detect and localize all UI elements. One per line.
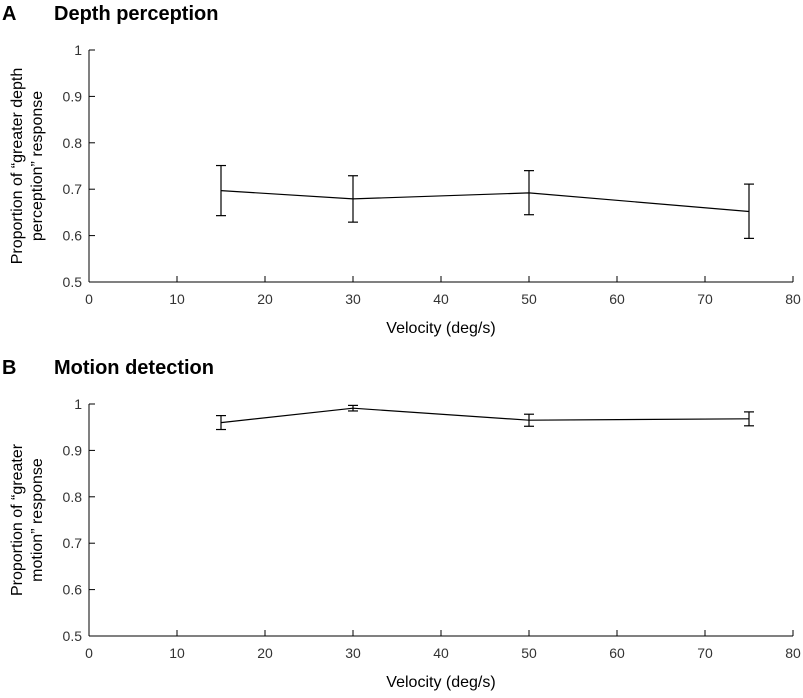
panel-a-x-tick-label: 20 [257,291,273,307]
panel-a-y-tick-label: 0.9 [63,88,83,104]
panel-a-x-tick-label: 30 [345,291,361,307]
panel-b-title: Motion detection [54,357,214,379]
panel-b-y-tick-label: 0.9 [63,442,83,458]
panel-a-title: Depth perception [54,3,218,25]
panel-b-series-line [220,407,750,424]
panel-a-x-tick-label: 70 [697,291,713,307]
panel-a-x-axis-label: Velocity (deg/s) [386,320,495,337]
panel-a-x-tick-label: 40 [433,291,449,307]
panel-b-x-tick-label: 50 [521,645,537,661]
panel-a-x-tick-label: 50 [521,291,537,307]
panel-b-x-tick-label: 0 [85,645,93,661]
panel-a-y-tick-label: 0.8 [63,135,83,151]
panel-b-y-tick-label: 0.8 [63,489,83,505]
panel-b-x-tick-label: 80 [785,645,801,661]
panel-b-y-tick-label: 0.5 [63,628,83,644]
panel-b-y-tick-label: 0.7 [63,535,83,551]
panel-b-y-tick-label: 0.6 [63,582,83,598]
panel-a-x-tick-label: 10 [169,291,185,307]
panel-b-x-tick-label: 10 [169,645,185,661]
panel-a-letter: A [2,3,16,25]
panel-a-y-axis-label-line-1: Proportion of “greater depth [9,68,26,265]
panel-a-x-tick-label: 80 [785,291,801,307]
panel-b-y-tick-label: 1 [74,396,82,412]
panel-a-y-tick-label: 0.7 [63,181,83,197]
panel-a-x-tick-label: 60 [609,291,625,307]
panel-b-x-tick-label: 70 [697,645,713,661]
panel-b-x-axis-label: Velocity (deg/s) [386,674,495,691]
panel-b-x-tick-label: 20 [257,645,273,661]
panel-b-y-axis-label-line-1: Proportion of “greater [9,443,26,596]
panel-a-y-axis-label-line-2: perception” response [29,91,46,241]
panel-a-y-tick-label: 0.5 [63,274,83,290]
panel-a-series-line [220,190,750,213]
panel-b-letter: B [2,357,16,379]
panel-b-x-tick-label: 30 [345,645,361,661]
panel-b-x-tick-label: 60 [609,645,625,661]
panel-a-y-tick-label: 1 [74,42,82,58]
panel-a-x-tick-label: 0 [85,291,93,307]
panel-b-x-tick-label: 40 [433,645,449,661]
panel-a-y-tick-label: 0.6 [63,228,83,244]
panel-b-y-axis-label-line-2: motion” response [29,458,46,582]
